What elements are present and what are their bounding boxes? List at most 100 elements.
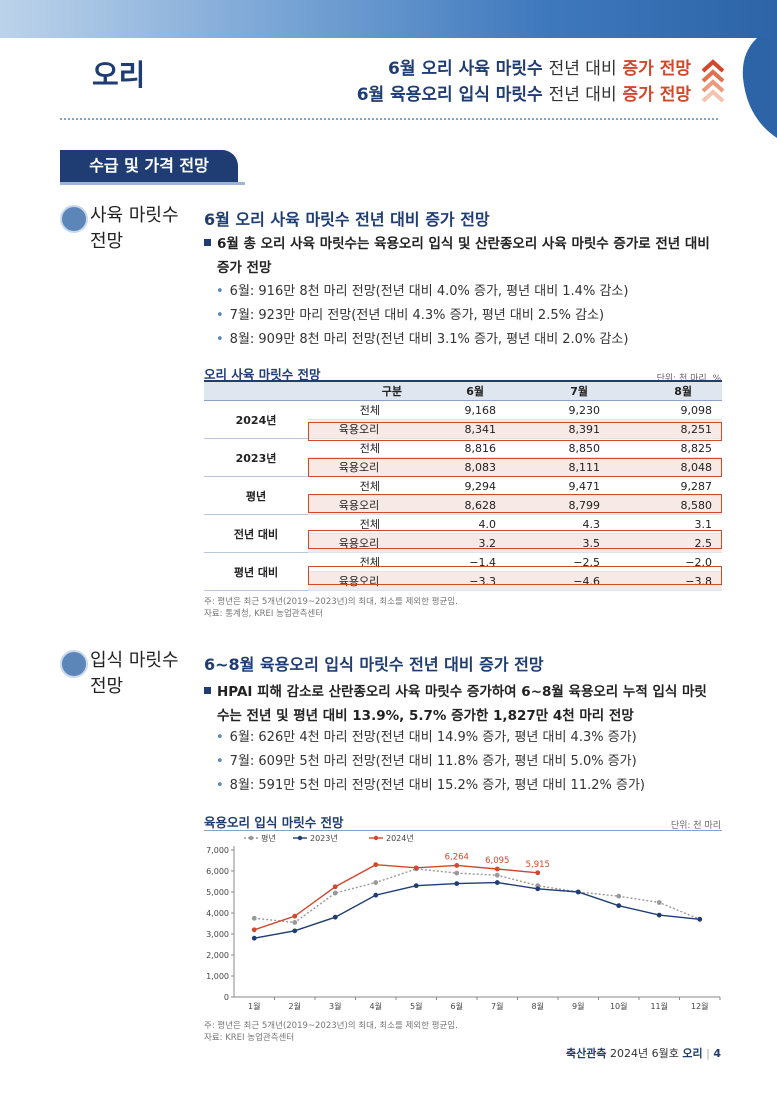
section2-label-line2: 전망 [90, 676, 124, 697]
row-group-label: 평년 대비 [204, 552, 308, 591]
legend-marker [373, 835, 379, 841]
legend-label: 2024년 [386, 833, 414, 843]
x-tick-label: 4월 [370, 1001, 382, 1011]
section2-subtitle: 6~8월 육용오리 입식 마릿수 전년 대비 증가 전망 [204, 655, 544, 674]
section1-main-line1: 6월 총 오리 사육 마릿수는 육용오리 입식 및 산란종오리 사육 마릿수 증… [217, 236, 710, 252]
dot-bullet-icon: • [216, 730, 224, 745]
data-point-평년 [373, 880, 379, 885]
table-header-row: 구분 6월 7월 8월 [204, 382, 722, 401]
headline-1-highlight: 증가 전망 [622, 59, 691, 79]
data-point-2023년 [373, 892, 379, 898]
dot-bullet-icon: • [216, 308, 224, 323]
table-row: 육용오리 8,341 8,391 8,251 [204, 419, 722, 439]
square-bullet-icon [204, 687, 211, 694]
table-row: 육용오리 8,083 8,111 8,048 [204, 457, 722, 477]
table-cell: 4.3 [514, 514, 618, 534]
headline-1-plain: 전년 대비 [548, 59, 617, 79]
x-tick-label: 3월 [329, 1001, 341, 1011]
table-cell: 9,471 [514, 476, 618, 496]
duck-icon [60, 205, 88, 233]
data-point-평년 [251, 915, 257, 921]
y-tick-label: 0 [224, 993, 229, 1002]
data-point-평년 [656, 900, 662, 905]
footer-topic: 오리 [682, 1047, 703, 1060]
table-title: 오리 사육 마릿수 전망 [204, 367, 321, 382]
data-point-평년 [454, 870, 460, 876]
data-point-2024년 [292, 913, 298, 919]
footer-date: 2024년 6월호 [610, 1047, 679, 1060]
row-label: 전체 [308, 552, 410, 572]
corner-decoration [742, 38, 777, 138]
table-cell: −1.4 [410, 552, 514, 572]
page-title: 오리 [92, 58, 146, 92]
chart-top-rule [204, 830, 722, 831]
table-cell: 4.0 [410, 514, 514, 534]
table-cell: 8,580 [618, 495, 722, 515]
table-row: 전년 대비 전체 4.0 4.3 3.1 [204, 514, 722, 553]
data-point-2023년 [292, 928, 298, 934]
row-group-label: 전년 대비 [204, 514, 308, 553]
data-point-2024년 [413, 865, 419, 871]
highlight-box-2023 [308, 458, 722, 477]
section2-label-line1: 입식 마릿수 [90, 650, 179, 671]
row-label: 전체 [308, 438, 410, 458]
series-line-2024년 [254, 863, 538, 931]
row-group-label: 2023년 [204, 438, 308, 477]
table-cell: 8,799 [514, 495, 618, 515]
highlight-box-yoy [308, 530, 722, 549]
data-point-2023년 [251, 935, 257, 941]
x-tick-label: 9월 [572, 1001, 584, 1011]
series-line-평년 [254, 868, 701, 924]
table-cell: 8,825 [618, 438, 722, 458]
highlight-box-vs-avg [308, 566, 722, 585]
legend-marker [297, 835, 303, 841]
headline-2-bold: 6월 육용오리 입식 마릿수 [356, 85, 543, 105]
data-point-2023년 [616, 903, 622, 909]
series-line-2023년 [254, 881, 700, 939]
section1-sub-bullets: • 6월: 916만 8천 마리 전망(전년 대비 4.0% 증가, 평년 대비 … [216, 280, 628, 352]
data-point-2023년 [413, 883, 419, 889]
headline-1-bold: 6월 오리 사육 마릿수 [387, 59, 543, 79]
footer-publication: 축산관측 [566, 1047, 607, 1060]
data-point-2023년 [494, 880, 500, 885]
headline-2-highlight: 증가 전망 [622, 85, 691, 105]
table-cell: −2.0 [618, 552, 722, 572]
data-point-평년 [292, 920, 298, 925]
list-item: • 7월: 609만 5천 마리 전망(전년 대비 11.8% 증가, 평년 대비… [216, 754, 637, 769]
table-top-rule [204, 380, 722, 382]
row-label: 전체 [308, 514, 410, 534]
table-cell: −2.5 [514, 552, 618, 572]
x-tick-label: 8월 [532, 1001, 544, 1011]
table-cell: 8,816 [410, 438, 514, 458]
y-tick-label: 6,000 [206, 867, 229, 876]
x-tick-label: 2월 [289, 1001, 301, 1011]
section2-main-line2: 수는 전년 및 평년 대비 13.9%, 5.7% 증가한 1,827만 4천 … [217, 708, 634, 724]
data-label: 6,264 [445, 852, 469, 862]
livestock-table: 구분 6월 7월 8월 2024년 전체 9,168 9,230 9,098 육용오리 8,… [204, 382, 722, 591]
data-point-2024년 [332, 884, 338, 890]
data-point-2023년 [454, 881, 460, 886]
y-tick-label: 4,000 [206, 909, 229, 918]
table-note-1: 주: 평년은 최근 5개년(2019~2023년)의 최대, 최소를 제외한 평… [204, 597, 458, 607]
row-label: 전체 [308, 400, 410, 420]
section-tab-underline [60, 182, 245, 185]
row-group-label: 평년 [204, 476, 308, 515]
highlight-box-avg [308, 494, 722, 513]
table-cell: 8,083 [410, 457, 514, 477]
dot-bullet-icon: • [216, 332, 224, 347]
section1-main-line2: 증가 전망 [217, 260, 272, 276]
data-point-2024년 [454, 863, 460, 868]
legend-marker [248, 835, 254, 841]
row-label: 전체 [308, 476, 410, 496]
data-point-2023년 [535, 886, 541, 892]
header-divider [60, 118, 718, 120]
table-cell: 8,628 [410, 495, 514, 515]
data-point-평년 [494, 872, 500, 878]
x-tick-label: 12월 [691, 1001, 709, 1011]
table-row: 평년 대비 전체 −1.4 −2.5 −2.0 [204, 552, 722, 591]
footer-page-number: 4 [713, 1047, 721, 1060]
headline-2-plain: 전년 대비 [548, 85, 617, 105]
chart-note-2: 자료: KREI 농업관측센터 [204, 1033, 295, 1043]
table-row: 2023년 전체 8,816 8,850 8,825 [204, 438, 722, 477]
col-header-aug: 8월 [618, 382, 722, 401]
